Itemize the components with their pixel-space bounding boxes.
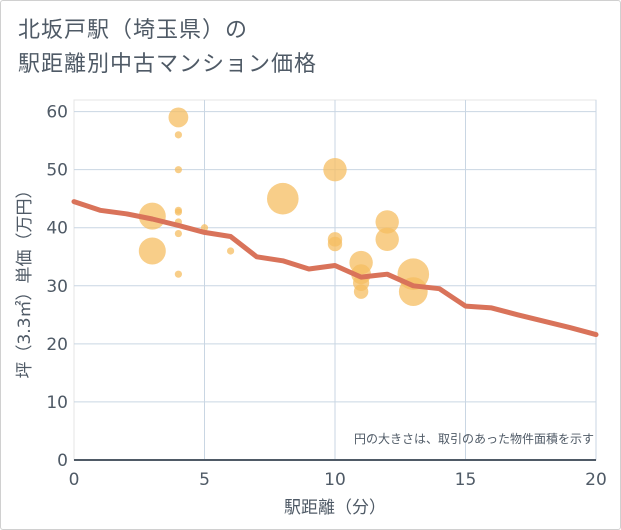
y-tick-label: 20: [46, 335, 68, 355]
x-tick-label: 15: [455, 470, 477, 490]
y-axis-label: 坪（3.3㎡）単価（万円）: [15, 181, 35, 378]
x-tick-label: 20: [585, 470, 607, 490]
bubble-size-note: 円の大きさは、取引のあった物件面積を示す: [354, 431, 594, 446]
y-tick-label: 40: [46, 219, 68, 239]
bubble: [174, 166, 182, 174]
y-tick-labels: 0 10 20 30 40 50 60: [46, 103, 68, 471]
x-tick-labels: 0 5 10 15 20: [69, 470, 607, 490]
bubble: [353, 284, 369, 299]
bubble: [168, 107, 189, 128]
bubble: [375, 210, 399, 234]
y-tick-label: 50: [46, 161, 68, 181]
bubble: [267, 182, 299, 215]
bubble: [227, 247, 235, 255]
bubble: [174, 208, 182, 216]
bubble: [174, 229, 182, 238]
bubble: [174, 131, 182, 139]
x-axis-label: 駅距離（分）: [284, 498, 386, 518]
trend-line: [71, 199, 599, 338]
y-tick-label: 60: [46, 103, 68, 123]
chart-title-line1: 北坂戸駅（埼玉県）の: [18, 18, 249, 43]
bubble: [375, 227, 399, 252]
chart-title: 北坂戸駅（埼玉県）の 駅距離別中古マンション価格: [18, 14, 317, 82]
x-tick-label: 5: [199, 470, 210, 490]
y-tick-label: 30: [46, 277, 68, 297]
bubble: [138, 237, 166, 265]
bubble: [174, 270, 182, 278]
x-tick-label: 10: [324, 470, 346, 490]
y-tick-label: 0: [57, 451, 68, 471]
bubble: [323, 157, 347, 182]
bubble: [327, 236, 343, 252]
x-tick-label: 0: [69, 470, 80, 490]
chart-title-line2: 駅距離別中古マンション価格: [18, 52, 318, 77]
y-tick-label: 10: [46, 393, 68, 413]
trend-series: [71, 199, 599, 338]
